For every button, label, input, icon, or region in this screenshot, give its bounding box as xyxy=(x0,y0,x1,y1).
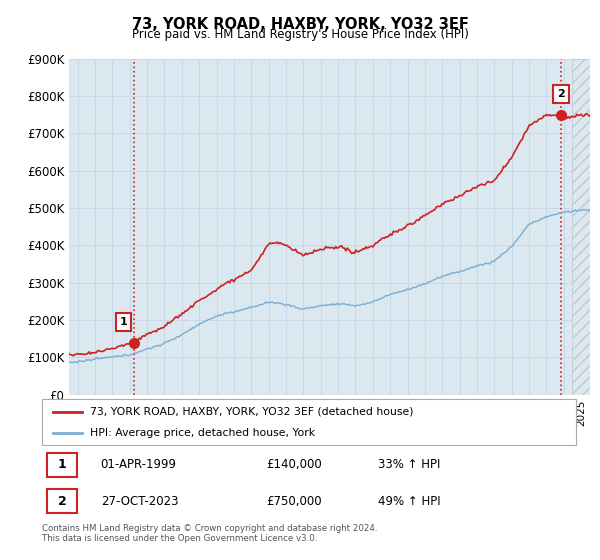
Text: 33% ↑ HPI: 33% ↑ HPI xyxy=(379,458,441,472)
Text: HPI: Average price, detached house, York: HPI: Average price, detached house, York xyxy=(90,428,315,438)
FancyBboxPatch shape xyxy=(47,453,77,477)
Text: 1: 1 xyxy=(58,458,67,472)
Text: Contains HM Land Registry data © Crown copyright and database right 2024.
This d: Contains HM Land Registry data © Crown c… xyxy=(42,524,377,543)
Text: 2: 2 xyxy=(58,494,67,508)
FancyBboxPatch shape xyxy=(42,399,576,445)
FancyBboxPatch shape xyxy=(47,489,77,513)
Text: 73, YORK ROAD, HAXBY, YORK, YO32 3EF: 73, YORK ROAD, HAXBY, YORK, YO32 3EF xyxy=(131,17,469,32)
Text: 27-OCT-2023: 27-OCT-2023 xyxy=(101,494,178,508)
Text: 2: 2 xyxy=(557,89,565,99)
Text: £750,000: £750,000 xyxy=(266,494,322,508)
Text: £140,000: £140,000 xyxy=(266,458,322,472)
Text: 73, YORK ROAD, HAXBY, YORK, YO32 3EF (detached house): 73, YORK ROAD, HAXBY, YORK, YO32 3EF (de… xyxy=(90,407,413,417)
Text: Price paid vs. HM Land Registry's House Price Index (HPI): Price paid vs. HM Land Registry's House … xyxy=(131,28,469,41)
Text: 49% ↑ HPI: 49% ↑ HPI xyxy=(379,494,441,508)
Text: 01-APR-1999: 01-APR-1999 xyxy=(101,458,177,472)
Polygon shape xyxy=(572,59,590,395)
Text: 1: 1 xyxy=(120,317,128,327)
